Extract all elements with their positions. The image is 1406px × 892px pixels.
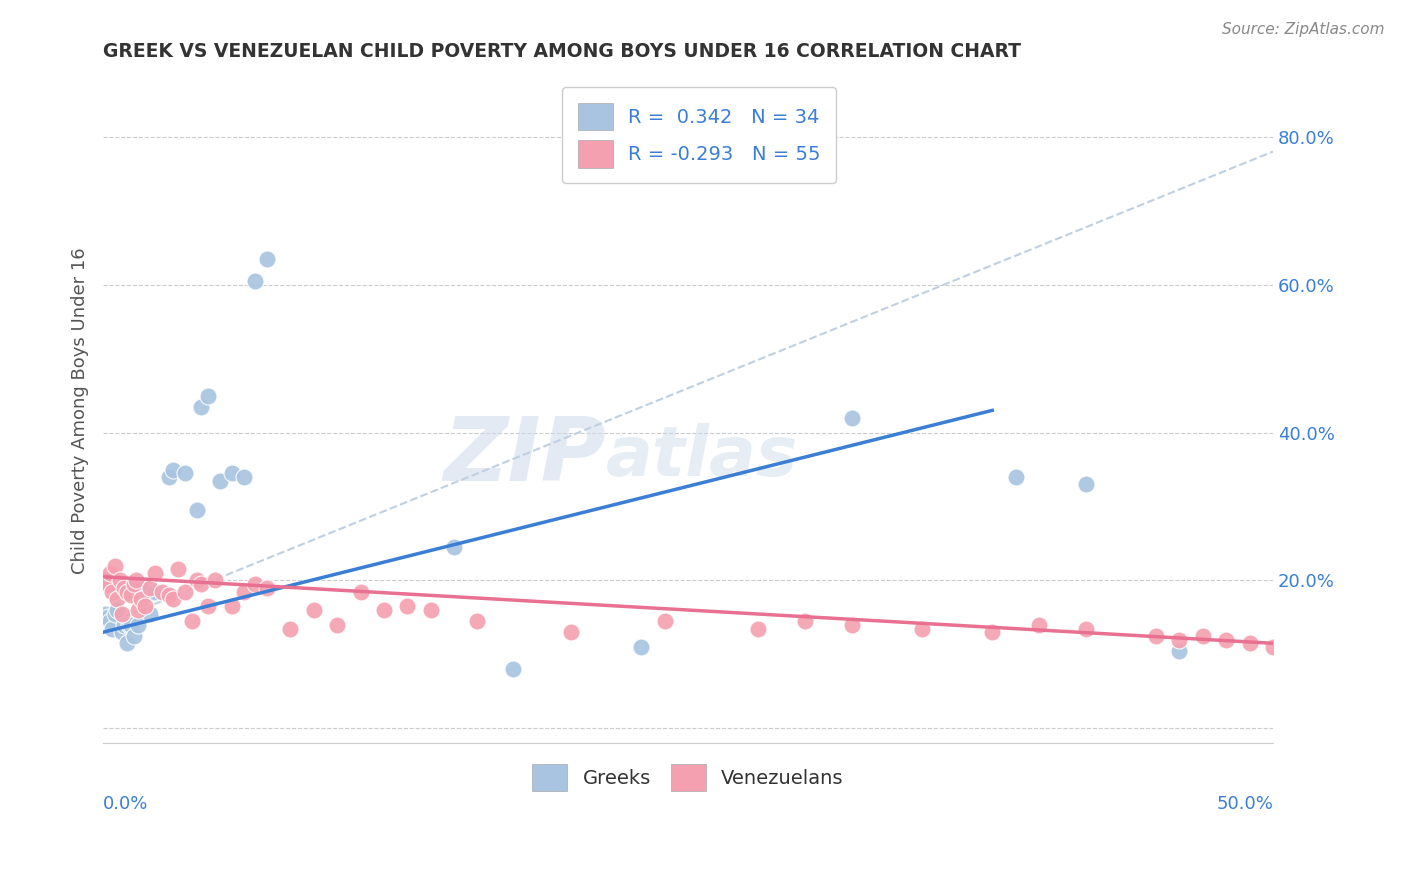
Point (1215, 632, 1237, 647)
Point (111, 625, 134, 640)
Point (112, 617, 135, 632)
Point (129, 581, 152, 595)
Point (209, 474, 232, 488)
Text: atlas: atlas (606, 424, 799, 491)
Point (232, 470, 254, 484)
Point (245, 274, 267, 288)
Point (221, 599, 243, 614)
Point (256, 252, 278, 266)
Point (1168, 643, 1191, 657)
Point (120, 617, 142, 632)
Point (841, 410, 863, 425)
Point (560, 625, 582, 640)
Point (157, 470, 180, 484)
Point (105, 591, 128, 606)
Point (94, 574, 117, 588)
Point (1144, 629, 1167, 643)
Text: GREEK VS VENEZUELAN CHILD POVERTY AMONG BOYS UNDER 16 CORRELATION CHART: GREEK VS VENEZUELAN CHILD POVERTY AMONG … (103, 42, 1021, 61)
Point (1191, 629, 1213, 643)
Point (186, 503, 208, 517)
Point (115, 636, 138, 650)
Y-axis label: Child Poverty Among Boys Under 16: Child Poverty Among Boys Under 16 (72, 247, 89, 574)
Text: 50.0%: 50.0% (1216, 795, 1272, 813)
Point (97, 577, 120, 591)
Point (396, 599, 419, 614)
Point (654, 614, 676, 628)
Point (1004, 470, 1026, 484)
Point (94, 607, 117, 621)
Point (118, 617, 141, 632)
Point (326, 617, 349, 632)
Point (101, 622, 124, 636)
Point (127, 617, 149, 632)
Point (115, 584, 138, 599)
Point (181, 614, 204, 628)
Point (256, 581, 278, 595)
Point (747, 622, 769, 636)
Point (97, 610, 120, 624)
Point (502, 662, 524, 676)
Point (197, 599, 219, 614)
Point (143, 566, 166, 580)
Point (98, 614, 121, 628)
Point (125, 574, 148, 588)
Point (245, 577, 267, 591)
Point (104, 607, 127, 621)
Point (841, 617, 863, 632)
Point (120, 588, 142, 602)
Point (981, 625, 1004, 640)
Point (139, 607, 162, 621)
Point (911, 622, 934, 636)
Point (174, 467, 197, 481)
Point (1074, 477, 1097, 491)
Point (174, 584, 197, 599)
Point (190, 577, 212, 591)
Point (1168, 632, 1191, 647)
Point (108, 574, 131, 588)
Point (467, 614, 489, 628)
Point (419, 603, 441, 617)
Point (111, 607, 134, 621)
Point (122, 577, 145, 591)
Point (167, 562, 190, 576)
Point (150, 584, 173, 599)
Point (232, 584, 254, 599)
Point (278, 622, 301, 636)
Point (122, 629, 145, 643)
Point (443, 540, 465, 554)
Point (630, 640, 652, 654)
Legend: Greeks, Venezuelans: Greeks, Venezuelans (517, 748, 859, 806)
Point (349, 584, 371, 599)
Point (162, 591, 184, 606)
Point (1261, 640, 1284, 654)
Point (1074, 622, 1097, 636)
Point (1028, 617, 1050, 632)
Point (221, 467, 243, 481)
Point (204, 574, 226, 588)
Point (134, 599, 156, 614)
Point (112, 581, 135, 595)
Point (129, 591, 152, 606)
Point (373, 603, 395, 617)
Point (794, 614, 817, 628)
Point (302, 603, 325, 617)
Point (127, 603, 149, 617)
Text: ZIP: ZIP (443, 414, 606, 500)
Point (157, 588, 180, 602)
Text: 0.0%: 0.0% (103, 795, 149, 813)
Point (162, 462, 184, 476)
Point (104, 558, 127, 573)
Point (143, 584, 166, 599)
Point (186, 574, 208, 588)
Point (1239, 636, 1261, 650)
Point (139, 581, 162, 595)
Point (101, 584, 124, 599)
Point (197, 388, 219, 402)
Point (98, 566, 121, 580)
Point (190, 400, 212, 414)
Text: Source: ZipAtlas.com: Source: ZipAtlas.com (1222, 22, 1385, 37)
Point (105, 603, 128, 617)
